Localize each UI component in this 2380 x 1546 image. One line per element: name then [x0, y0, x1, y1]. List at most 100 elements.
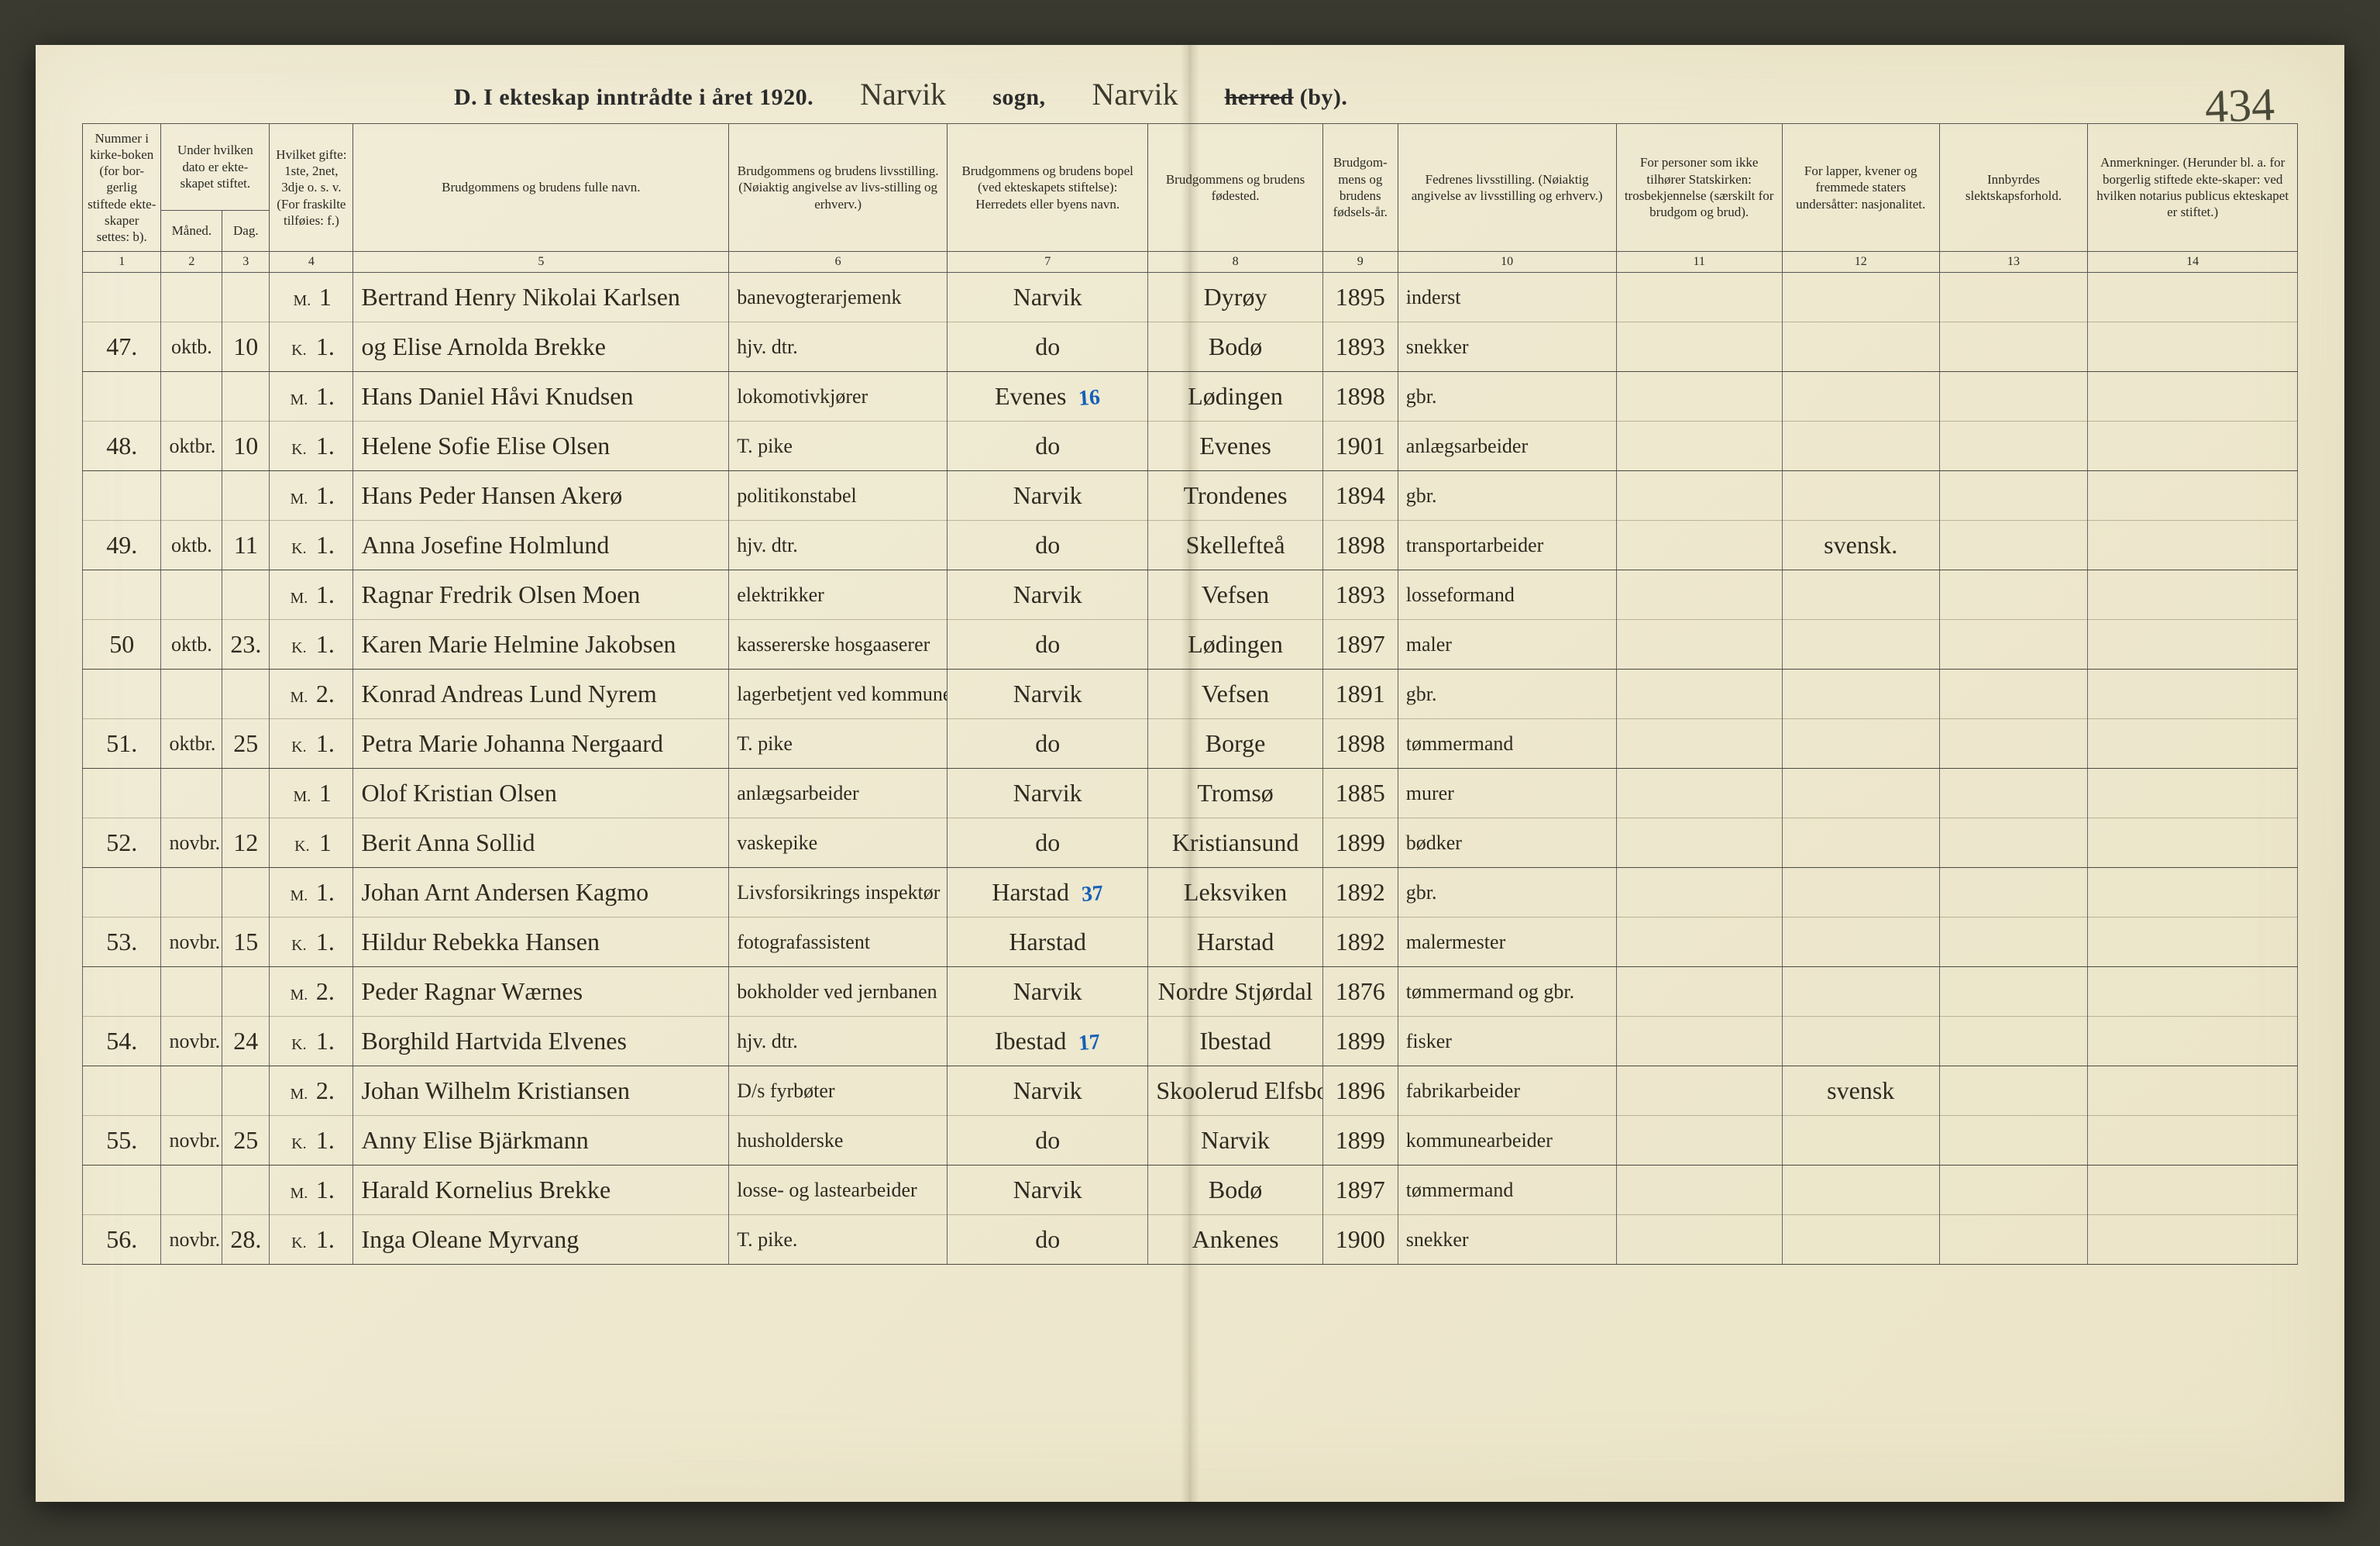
- cell-religion: [1616, 769, 1782, 818]
- cell-month: [161, 1166, 222, 1215]
- cell-name: Hildur Rebekka Hansen: [353, 918, 729, 967]
- cell-kinship: [1939, 918, 2088, 967]
- cell-place: Narvik: [948, 1066, 1148, 1116]
- colhead-2: Måned.: [161, 210, 222, 251]
- herred-label-strike: herred: [1225, 84, 1294, 110]
- cell-gifte: K. 1.: [270, 719, 353, 769]
- cell-religion: [1616, 670, 1782, 719]
- cell-father-occ: tømmermand: [1398, 719, 1616, 769]
- cell-religion: [1616, 372, 1782, 422]
- cell-place: do: [948, 818, 1148, 868]
- cell-father-occ: snekker: [1398, 322, 1616, 372]
- colhead-4: Hvilket gifte: 1ste, 2net, 3dje o. s. v.…: [270, 123, 353, 252]
- cell-name: Berit Anna Sollid: [353, 818, 729, 868]
- colhead-3: Dag.: [222, 210, 270, 251]
- cell-name: Petra Marie Johanna Nergaard: [353, 719, 729, 769]
- cell-religion: [1616, 620, 1782, 670]
- cell-year: 1899: [1322, 1116, 1398, 1166]
- cell-name: Borghild Hartvida Elvenes: [353, 1017, 729, 1066]
- cell-occupation: losse- og lastearbeider: [729, 1166, 948, 1215]
- cell-birthplace: Nordre Stjørdal: [1148, 967, 1322, 1017]
- colnum: 5: [353, 252, 729, 273]
- cell-num: 49.: [83, 521, 161, 570]
- colhead-11: For personer som ikke tilhører Statskirk…: [1616, 123, 1782, 252]
- cell-num: [83, 1166, 161, 1215]
- cell-kinship: [1939, 1116, 2088, 1166]
- cell-religion: [1616, 471, 1782, 521]
- cell-note: [2088, 868, 2298, 918]
- cell-birthplace: Narvik: [1148, 1116, 1322, 1166]
- cell-num: [83, 769, 161, 818]
- cell-gifte: M. 1.: [270, 372, 353, 422]
- cell-birthplace: Borge: [1148, 719, 1322, 769]
- colhead-5: Brudgommens og brudens fulle navn.: [353, 123, 729, 252]
- cell-nationality: [1782, 1166, 1939, 1215]
- cell-kinship: [1939, 719, 2088, 769]
- cell-birthplace: Bodø: [1148, 322, 1322, 372]
- cell-name: Peder Ragnar Wærnes: [353, 967, 729, 1017]
- cell-note: [2088, 967, 2298, 1017]
- cell-religion: [1616, 1017, 1782, 1066]
- cell-gifte: M. 2.: [270, 670, 353, 719]
- cell-year: 1892: [1322, 868, 1398, 918]
- cell-num: [83, 273, 161, 322]
- cell-religion: [1616, 967, 1782, 1017]
- cell-day: [222, 1166, 270, 1215]
- cell-day: 23.: [222, 620, 270, 670]
- cell-num: 51.: [83, 719, 161, 769]
- cell-kinship: [1939, 769, 2088, 818]
- cell-year: 1896: [1322, 1066, 1398, 1116]
- cell-note: [2088, 670, 2298, 719]
- colnum: 7: [948, 252, 1148, 273]
- cell-day: 11: [222, 521, 270, 570]
- cell-num: 47.: [83, 322, 161, 372]
- cell-kinship: [1939, 521, 2088, 570]
- cell-month: novbr.: [161, 1215, 222, 1265]
- cell-occupation: T. pike.: [729, 1215, 948, 1265]
- cell-month: [161, 372, 222, 422]
- cell-kinship: [1939, 1166, 2088, 1215]
- cell-place: do: [948, 719, 1148, 769]
- cell-day: [222, 868, 270, 918]
- cell-occupation: kassererske hosgaaserer: [729, 620, 948, 670]
- cell-nationality: [1782, 918, 1939, 967]
- cell-religion: [1616, 273, 1782, 322]
- cell-note: [2088, 769, 2298, 818]
- cell-religion: [1616, 1066, 1782, 1116]
- cell-num: [83, 967, 161, 1017]
- cell-kinship: [1939, 868, 2088, 918]
- cell-note: [2088, 322, 2298, 372]
- cell-day: 25: [222, 1116, 270, 1166]
- cell-occupation: vaskepike: [729, 818, 948, 868]
- cell-year: 1893: [1322, 322, 1398, 372]
- ledger-page: 434 D. I ekteskap inntrådte i året 1920.…: [36, 45, 2344, 1502]
- colnum: 4: [270, 252, 353, 273]
- cell-num: [83, 868, 161, 918]
- cell-day: 25: [222, 719, 270, 769]
- cell-note: [2088, 818, 2298, 868]
- sogn-label: sogn,: [992, 84, 1045, 111]
- cell-father-occ: bødker: [1398, 818, 1616, 868]
- cell-nationality: [1782, 471, 1939, 521]
- cell-occupation: fotografassistent: [729, 918, 948, 967]
- cell-religion: [1616, 521, 1782, 570]
- cell-occupation: T. pike: [729, 719, 948, 769]
- cell-gifte: M. 2.: [270, 967, 353, 1017]
- colnum: 11: [1616, 252, 1782, 273]
- cell-month: [161, 273, 222, 322]
- cell-gifte: M. 2.: [270, 1066, 353, 1116]
- cell-month: [161, 471, 222, 521]
- cell-day: 10: [222, 422, 270, 471]
- colhead-13: Innbyrdes slektskapsforhold.: [1939, 123, 2088, 252]
- cell-nationality: [1782, 620, 1939, 670]
- cell-nationality: svensk: [1782, 1066, 1939, 1116]
- colhead-6: Brudgommens og brudens livsstilling. (Nø…: [729, 123, 948, 252]
- cell-month: oktbr.: [161, 719, 222, 769]
- cell-place: do: [948, 620, 1148, 670]
- cell-year: 1898: [1322, 521, 1398, 570]
- cell-place: Narvik: [948, 570, 1148, 620]
- cell-birthplace: Dyrøy: [1148, 273, 1322, 322]
- cell-nationality: [1782, 1215, 1939, 1265]
- cell-note: [2088, 1215, 2298, 1265]
- cell-note: [2088, 372, 2298, 422]
